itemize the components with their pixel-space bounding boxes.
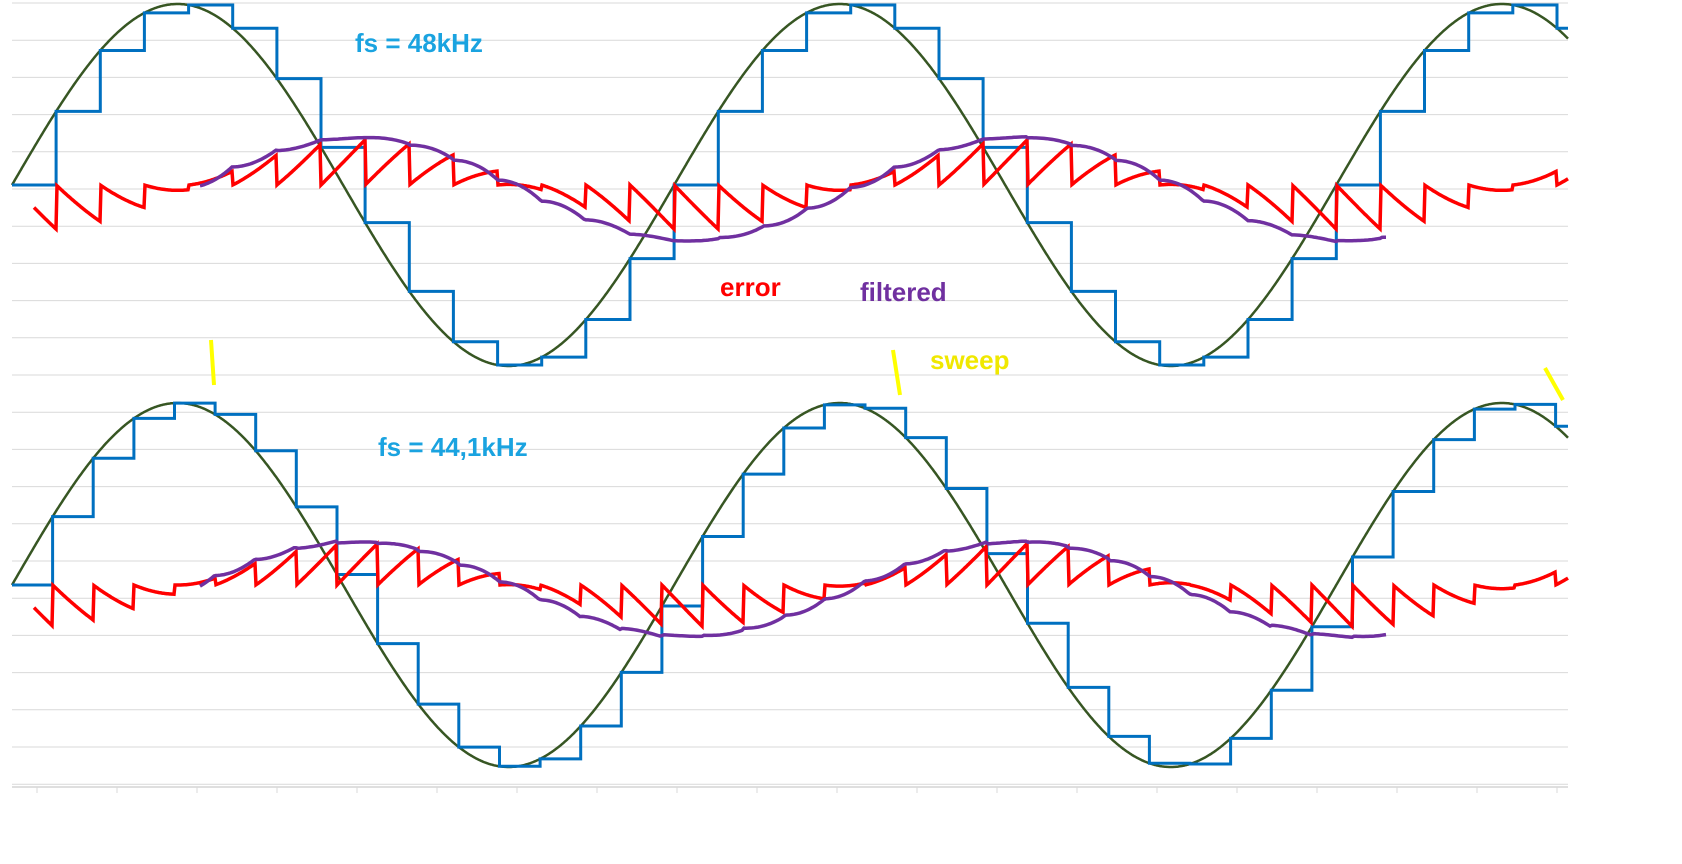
sampled-series — [12, 401, 1568, 768]
filtered-series — [199, 539, 1387, 640]
error-label: error — [720, 272, 781, 302]
sine-series — [10, 2, 1569, 368]
filtered-series — [199, 135, 1386, 244]
sweep-marker — [1543, 367, 1565, 401]
sweep-label: sweep — [930, 345, 1010, 375]
panel-title-48khz: fs = 48kHz — [355, 28, 483, 58]
filtered-label: filtered — [860, 277, 947, 307]
sampled-series — [12, 3, 1568, 367]
error-series — [32, 539, 1569, 631]
sine-series — [10, 401, 1569, 769]
error-series — [32, 135, 1569, 234]
panel-title-44khz: fs = 44,1kHz — [378, 432, 528, 462]
sweep-marker — [891, 349, 902, 396]
sweep-marker — [209, 339, 216, 386]
